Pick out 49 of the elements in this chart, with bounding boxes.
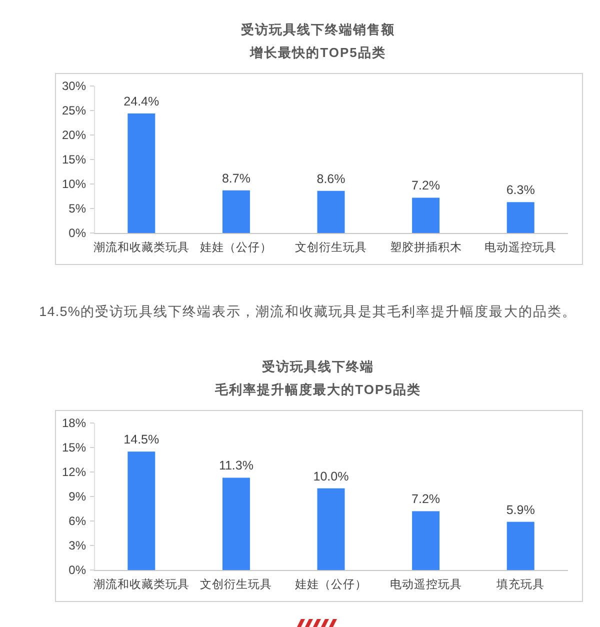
x-tick-label: 文创衍生玩具 <box>295 240 367 254</box>
bar <box>222 478 250 570</box>
bar <box>128 113 156 233</box>
x-tick-label: 文创衍生玩具 <box>200 577 272 591</box>
x-tick-label: 娃娃（公仔） <box>295 578 367 591</box>
data-label: 24.4% <box>124 94 160 108</box>
text: 14.5%的受访玩具线下终端表示，潮流和收藏玩具是其毛利率提升幅度最大的品类。 <box>39 304 577 319</box>
bar <box>222 190 250 233</box>
chart-title: 受访玩具线下终端 <box>261 359 374 374</box>
data-label: 8.6% <box>316 172 346 186</box>
chart-subtitle: 增长最快的TOP5品类 <box>249 45 386 60</box>
y-tick-label: 30% <box>62 79 86 93</box>
bar <box>506 522 534 570</box>
x-tick-label: 潮流和收藏类玩具 <box>93 240 190 254</box>
bar <box>506 202 534 233</box>
bar <box>128 452 156 570</box>
data-label: 8.7% <box>222 171 250 186</box>
bar <box>412 198 440 233</box>
x-tick-label: 潮流和收藏类玩具 <box>93 577 190 591</box>
y-tick-label: 10% <box>62 177 86 191</box>
y-tick-label: 15% <box>62 440 86 454</box>
y-tick-label: 12% <box>62 465 86 479</box>
y-tick-label: 5% <box>68 202 86 216</box>
bar <box>317 190 345 233</box>
x-tick-label: 娃娃（公仔） <box>200 241 272 254</box>
x-tick-label: 塑胶拼插积木 <box>390 240 462 254</box>
data-label: 11.3% <box>218 458 254 473</box>
data-label: 14.5% <box>124 432 160 447</box>
y-tick-label: 0% <box>68 563 86 577</box>
data-label: 6.3% <box>506 183 535 198</box>
bar <box>317 488 345 570</box>
x-tick-label: 填充玩具 <box>496 577 545 591</box>
data-label: 7.2% <box>412 492 440 506</box>
x-tick-label: 电动遥控玩具 <box>390 577 462 591</box>
data-label: 7.2% <box>412 178 440 193</box>
data-label: 10.0% <box>313 469 349 484</box>
chart-title: 受访玩具线下终端销售额 <box>240 22 395 37</box>
y-tick-label: 6% <box>68 514 86 528</box>
data-label: 5.9% <box>506 502 535 517</box>
y-tick-label: 15% <box>62 152 86 166</box>
x-tick-label: 电动遥控玩具 <box>484 240 557 254</box>
y-tick-label: 18% <box>62 416 86 430</box>
y-tick-label: 9% <box>68 490 86 504</box>
y-tick-label: 25% <box>62 104 86 118</box>
y-tick-label: 20% <box>62 128 86 142</box>
bar <box>412 511 440 570</box>
y-tick-label: 0% <box>68 226 86 240</box>
y-tick-label: 3% <box>68 538 86 552</box>
chart-subtitle: 毛利率提升幅度最大的TOP5品类 <box>214 382 421 397</box>
